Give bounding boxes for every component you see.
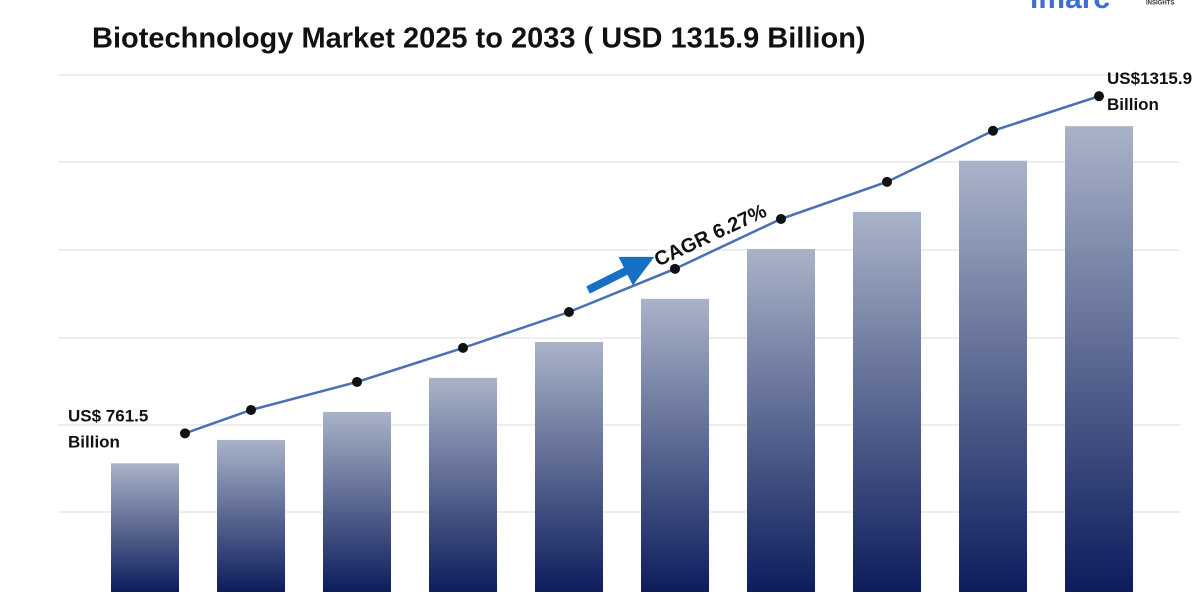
cagr-arrow (586, 256, 655, 294)
trend-point (564, 307, 574, 318)
bar (429, 377, 497, 592)
trend-point (670, 263, 680, 274)
bar (1065, 126, 1133, 592)
value-label: US$ 761.5 Billion (68, 407, 148, 452)
trend-line (184, 94, 1100, 435)
trend-point (776, 213, 786, 224)
bar (853, 211, 921, 592)
bar (323, 411, 391, 592)
trend-point (352, 376, 362, 387)
trend-point (988, 125, 998, 136)
bar (217, 439, 285, 592)
logo-subtitle: INSIGHTS (1146, 1, 1174, 7)
trend-point (1094, 91, 1104, 102)
trend-point (882, 176, 892, 187)
trend-point (458, 342, 468, 353)
bar (959, 160, 1027, 592)
bar (747, 248, 815, 592)
chart-title: Biotechnology Market 2025 to 2033 ( USD … (92, 23, 866, 55)
bar (641, 298, 709, 592)
value-label: US$1315.9 Billion (1107, 70, 1192, 115)
logo: imarc (1030, 0, 1110, 15)
trend-point (180, 428, 190, 439)
trend-point (246, 404, 256, 415)
bar (535, 342, 603, 592)
bar (111, 463, 179, 592)
